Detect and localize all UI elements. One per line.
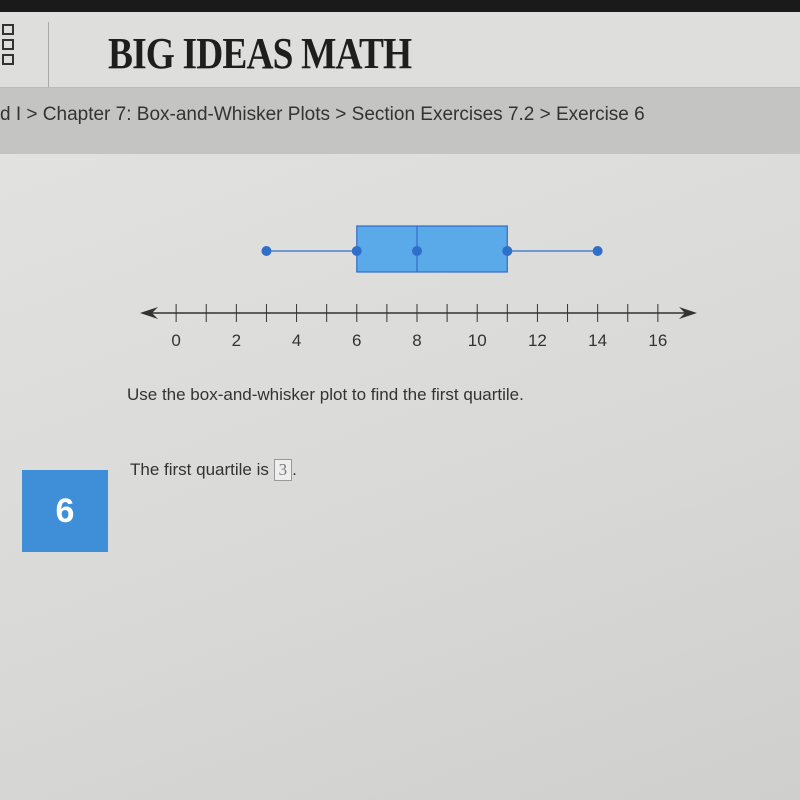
site-title: BIG IDEAS MATH: [108, 29, 412, 78]
question: Use the box-and-whisker plot to find the…: [127, 385, 524, 404]
box: [356, 225, 508, 273]
point-q3: [502, 246, 513, 256]
tick-label: 4: [292, 331, 301, 350]
exercise-number[interactable]: 6: [22, 470, 108, 552]
point-min: [261, 246, 272, 256]
header: BIG IDEAS MATH: [0, 12, 800, 88]
breadcrumb-bar: d I > Chapter 7: Box-and-Whisker Plots >…: [0, 88, 800, 154]
menu-icon[interactable]: [0, 22, 49, 87]
answer-box[interactable]: 3: [273, 459, 293, 481]
tick-label: 6: [352, 331, 361, 350]
tick-label: 8: [412, 331, 421, 350]
point-median: [411, 246, 422, 256]
point-max: [592, 246, 603, 256]
point-q1: [351, 246, 362, 256]
tick-label: 16: [648, 331, 667, 350]
tick-label: 2: [232, 331, 241, 350]
tick-label: 12: [528, 331, 547, 350]
tick-label: 10: [468, 331, 487, 350]
tick-label: 0: [171, 331, 180, 350]
axis-arrow-right: [679, 307, 697, 319]
answer-prompt: The first quartile is: [130, 460, 269, 479]
box-plot: 0 2 4 6 8 10 12 14 16: [140, 225, 697, 350]
axis-arrow-left: [140, 307, 158, 319]
breadcrumb[interactable]: d I > Chapter 7: Box-and-Whisker Plots >…: [0, 104, 645, 125]
top-bar: [0, 0, 800, 12]
answer-suffix: .: [292, 460, 297, 479]
answer-line: The first quartile is 3.: [130, 459, 297, 481]
tick-label: 14: [588, 331, 607, 350]
